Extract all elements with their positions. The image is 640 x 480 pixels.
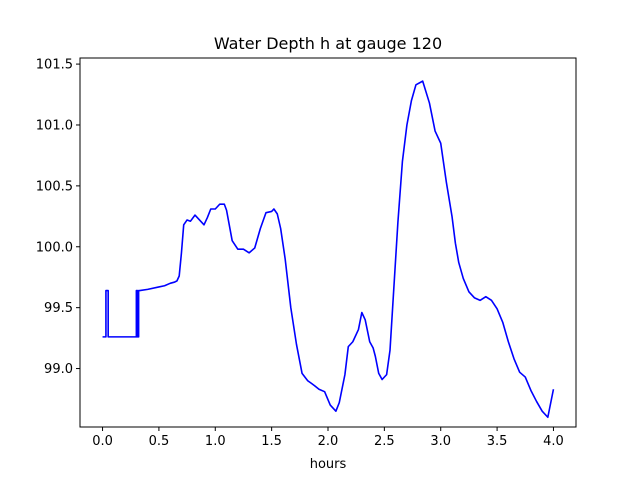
- x-tick-label: 1.0: [205, 434, 226, 449]
- x-tick-label: 2.0: [318, 434, 339, 449]
- x-axis-label: hours: [310, 457, 347, 472]
- y-tick-label: 100.5: [36, 179, 73, 194]
- x-tick-label: 0.5: [149, 434, 170, 449]
- y-tick-label: 100.0: [36, 240, 73, 255]
- y-tick-label: 101.5: [36, 58, 73, 73]
- y-tick-label: 99.5: [44, 301, 73, 316]
- x-tick-label: 3.0: [430, 434, 451, 449]
- x-tick-label: 3.5: [487, 434, 508, 449]
- x-tick-label: 2.5: [374, 434, 395, 449]
- y-tick-label: 99.0: [44, 362, 73, 377]
- x-tick-label: 0.0: [92, 434, 113, 449]
- x-tick-label: 1.5: [261, 434, 282, 449]
- x-tick-label: 4.0: [543, 434, 564, 449]
- series-line: [102, 80, 555, 419]
- chart-title: Water Depth h at gauge 120: [214, 34, 442, 53]
- y-tick-label: 101.0: [36, 118, 73, 133]
- x-axis-ticks: 0.0 0.5 1.0 1.5 2.0 2.5 3.0 3.5 4.0: [92, 427, 564, 449]
- y-axis-ticks: 99.0 99.5 100.0 100.5 101.0 101.5: [36, 58, 80, 377]
